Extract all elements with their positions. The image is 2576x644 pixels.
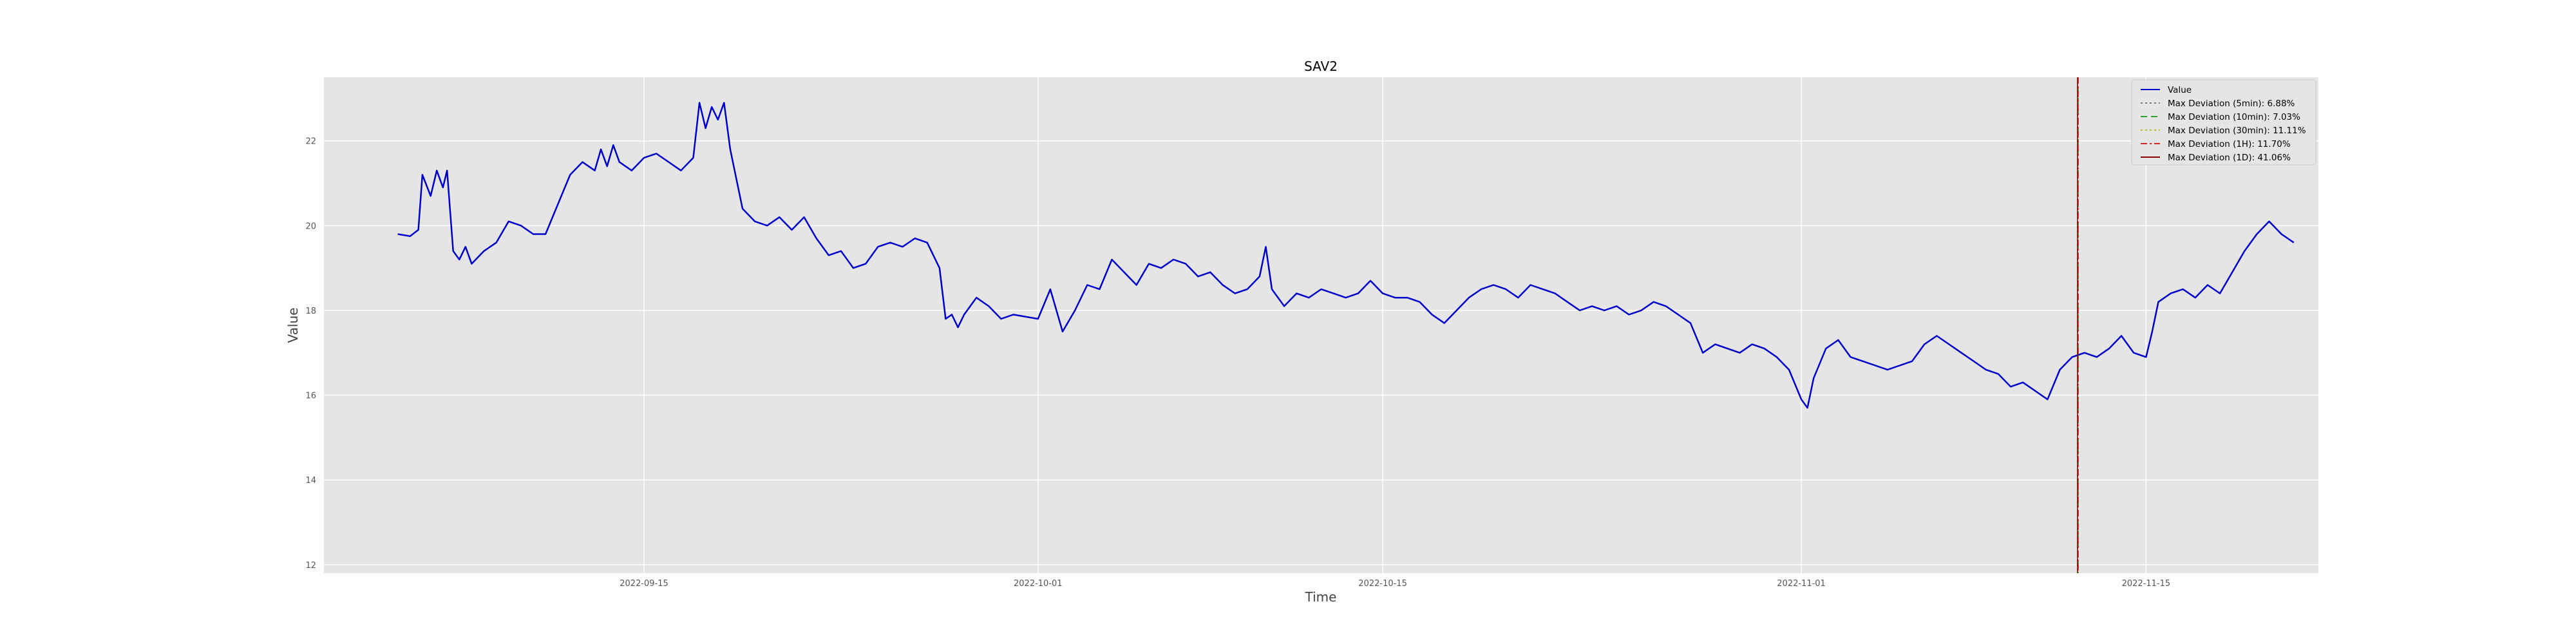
series-group (397, 102, 2295, 409)
chart-title: SAV2 (1304, 59, 1338, 74)
legend: Value Max Deviation (5min): 6.88% Max Devi… (2131, 79, 2316, 166)
legend-entry-label: Max Deviation (30min): 11.11% (2168, 126, 2306, 136)
y-tick-label: 14 (305, 476, 316, 486)
y-tick-label: 12 (305, 561, 316, 571)
y-axis-label: Value (285, 308, 301, 343)
x-tick-label: 2022-09-15 (620, 579, 668, 589)
series-line-value (397, 102, 2295, 409)
plot-area-background (324, 77, 2318, 573)
legend-entry-label: Max Deviation (10min): 7.03% (2168, 112, 2300, 122)
x-tick-label: 2022-10-01 (1014, 579, 1063, 589)
x-tick-label: 2022-11-15 (2122, 579, 2171, 589)
legend-entry-label: Max Deviation (5min): 6.88% (2168, 99, 2295, 109)
x-tick-label: 2022-10-15 (1358, 579, 1407, 589)
x-axis-label: Time (1305, 589, 1337, 605)
legend-entry-label: Max Deviation (1D): 41.06% (2168, 153, 2291, 163)
y-tick-label: 16 (305, 392, 316, 401)
y-tick-label: 18 (305, 307, 316, 316)
y-tick-label: 22 (305, 137, 316, 147)
legend-box (2131, 79, 2316, 166)
legend-entry-label: Max Deviation (1H): 11.70% (2168, 139, 2291, 149)
x-tick-label: 2022-11-01 (1777, 579, 1826, 589)
legend-entry-label: Value (2168, 85, 2192, 95)
axis-ticks: 12 14 16 18 20 22 2022-09-15 2022-10-01 2022-10-… (305, 137, 2170, 589)
y-tick-label: 20 (305, 222, 316, 231)
